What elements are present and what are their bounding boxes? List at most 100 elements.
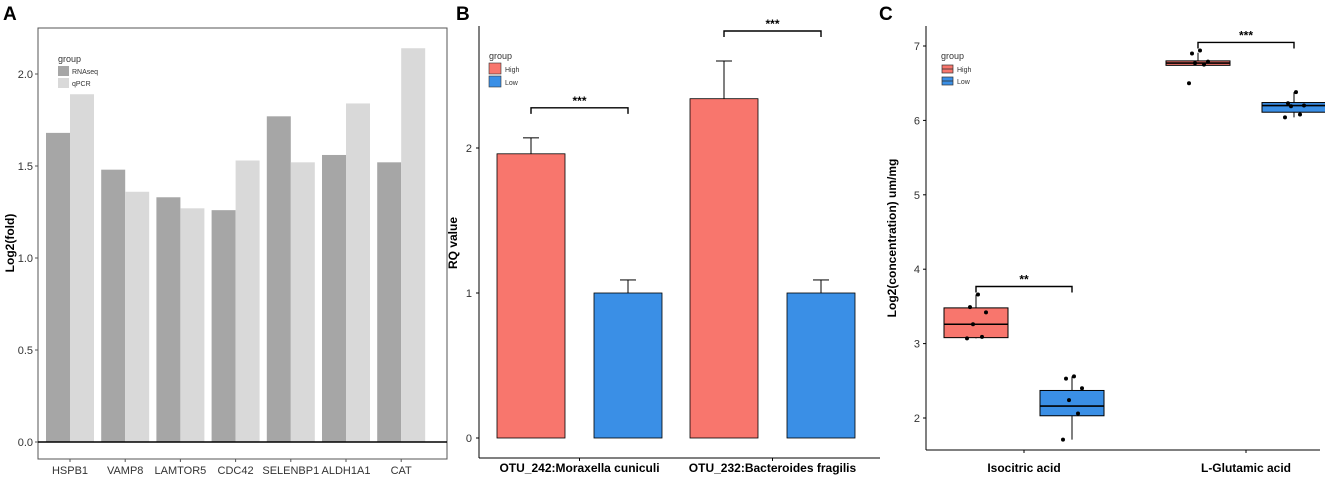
panel-c-data-point [1198, 48, 1202, 53]
panel-a-ytick-label: 1.0 [18, 253, 33, 265]
panel-c-data-point [1202, 62, 1206, 67]
panel-a-bar-qpcr-cat [401, 48, 426, 443]
panel-c-data-point [968, 305, 972, 310]
panel-a-ylabel: Log2(fold) [3, 214, 17, 273]
panel-c-data-point [1283, 115, 1287, 120]
panel-c-sig-bracket [975, 285, 1073, 293]
panel-c-sig-bracket [1197, 41, 1295, 49]
panel-a-frame [37, 27, 448, 460]
panel-c-xtick-label: Isocitric acid [987, 461, 1060, 475]
panel-a-legend: group RNAseq qPCR [58, 54, 98, 88]
panel-c-data-point [1298, 112, 1302, 117]
panel-a-ytick-label: 0.0 [18, 437, 33, 449]
panel-a-legend-label-qpcr: qPCR [72, 81, 91, 88]
panel-a-bar-rnaseq-aldh1a1 [322, 154, 346, 442]
panel-b-bar-low-2 [786, 292, 856, 439]
panel-b-bar-high-1 [496, 153, 566, 439]
panel-c-ytick-label: 7 [914, 41, 920, 53]
panel-a-bar-qpcr-aldh1a1 [346, 103, 370, 442]
panel-c-data-point [1286, 101, 1290, 106]
panel-b-xtick-label: OTU_232:Bacteroides fragilis [689, 461, 857, 475]
panel-b-sig-label: *** [765, 17, 779, 31]
panel-b: B RQ value 0 1 2 OTU_242:Moraxella cunicul… [446, 4, 880, 475]
panel-a-bar-qpcr-cdc42 [235, 160, 260, 443]
panel-c-data-point [976, 292, 980, 297]
panel-b-legend-label-low: Low [505, 80, 519, 87]
panel-b-ytick-label: 1 [466, 288, 472, 300]
panel-a-xtick-label: HSPB1 [52, 465, 88, 477]
panel-c-sig-label: ** [1019, 272, 1029, 286]
panel-a-bar-rnaseq-hspb1 [46, 132, 70, 442]
panel-a-bar-rnaseq-vamp8 [101, 169, 126, 442]
panel-b-legend-title: group [489, 51, 512, 61]
panel-c-data-point [1072, 374, 1076, 379]
panel-c-ytick-label: 5 [914, 190, 920, 202]
panel-b-legend-swatch-high [488, 62, 502, 75]
panel-a-legend-swatch-qpcr [58, 78, 69, 88]
panel-b-bar-high-2 [689, 98, 759, 439]
panel-c-data-point [1294, 90, 1298, 95]
panel-a-bar-qpcr-vamp8 [125, 191, 150, 442]
panel-c-ylabel: Log2(concentration) um/mg [885, 159, 899, 318]
panel-a-xtick-label: CAT [391, 465, 412, 477]
panel-c-data-point [1190, 51, 1194, 56]
panel-c-legend: group High Low [941, 51, 972, 86]
panel-a-ytick-label: 1.5 [18, 161, 33, 173]
panel-c-data-point [1193, 61, 1197, 66]
panel-c-ytick-label: 3 [914, 339, 920, 351]
panel-a-bar-qpcr-lamtor5 [180, 208, 205, 442]
panel-a-legend-swatch-rnaseq [58, 66, 69, 76]
panel-a-bar-qpcr-hspb1 [70, 94, 94, 443]
panel-a-bar-rnaseq-cdc42 [211, 210, 236, 442]
panel-b-sig-bracket [530, 107, 629, 114]
panel-b-sig-label: *** [572, 94, 586, 108]
panel-c-data-point [971, 322, 975, 327]
panel-c-data-point [965, 336, 969, 341]
panel-c-legend-label-low: Low [957, 79, 971, 86]
panel-a-ytick-label: 2.0 [18, 69, 33, 81]
panel-c-data-point [1076, 411, 1080, 416]
panel-c-box-high-1 [943, 307, 1009, 339]
panel-a-bar-qpcr-selenbp1 [290, 162, 315, 442]
panel-b-letter: B [456, 4, 470, 25]
panel-c-xtick-label: L-Glutamic acid [1201, 461, 1291, 475]
panel-a: A Log2(fold) 0.0 0.5 1.0 1.5 2.0 HSPB1 VAMP8 L… [3, 4, 448, 477]
panel-c-box-low-2 [1261, 102, 1325, 113]
panel-c-data-point [1206, 59, 1210, 64]
panel-a-xtick-label: SELENBP1 [262, 465, 319, 477]
panel-b-legend-label-high: High [505, 67, 520, 74]
panel-a-xtick-label: VAMP8 [107, 465, 143, 477]
panel-a-legend-title: group [58, 54, 81, 64]
panel-c-data-point [984, 310, 988, 315]
panel-c-data-point [1302, 103, 1306, 108]
panel-a-bar-rnaseq-cat [377, 162, 402, 442]
panel-c-box-low-1 [1039, 389, 1105, 417]
panel-b-ylabel: RQ value [446, 217, 460, 269]
panel-b-ytick-label: 0 [466, 433, 472, 445]
panel-c-legend-title: group [941, 51, 964, 61]
panel-c-ytick-label: 6 [914, 115, 920, 127]
panel-a-letter: A [3, 4, 17, 25]
panel-c-legend-label-high: High [957, 67, 972, 74]
panel-c-data-point [1187, 81, 1191, 86]
panel-c-ytick-label: 2 [914, 413, 920, 425]
panel-c-sig-label: *** [1239, 28, 1253, 42]
panel-c-data-point [1080, 386, 1084, 391]
panel-a-legend-label-rnaseq: RNAseq [72, 69, 98, 76]
panel-c: C Log2(concentration) um/mg 2 3 4 5 6 7 Isoci… [879, 4, 1325, 475]
panel-b-legend-swatch-low [488, 75, 502, 88]
panel-b-bar-low-1 [593, 292, 663, 439]
panel-b-xtick-label: OTU_242:Moraxella cuniculi [499, 461, 659, 475]
panel-a-xtick-label: LAMTOR5 [155, 465, 207, 477]
panel-b-sig-bracket [723, 30, 822, 37]
panel-a-ytick-label: 0.5 [18, 345, 33, 357]
panel-b-legend: group High Low [488, 51, 520, 88]
panel-c-data-point [1061, 437, 1065, 442]
panel-c-data-point [1067, 398, 1071, 403]
panel-c-data-point [1289, 104, 1293, 109]
panel-c-ytick-label: 4 [914, 264, 920, 276]
panel-c-letter: C [879, 4, 893, 25]
panel-a-bar-rnaseq-lamtor5 [156, 197, 181, 442]
panel-b-ytick-label: 2 [466, 143, 472, 155]
